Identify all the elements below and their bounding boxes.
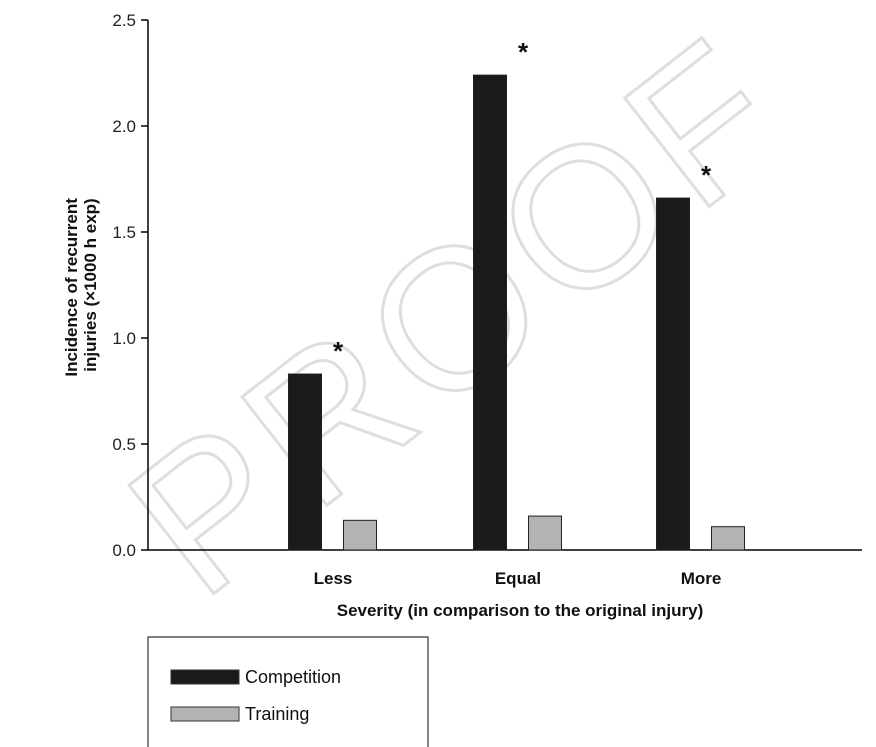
y-tick-label: 0.0 bbox=[112, 541, 136, 560]
x-tick-label-more: More bbox=[681, 569, 722, 588]
significance-markers: * * * bbox=[333, 37, 712, 366]
bar-competition-equal bbox=[473, 74, 507, 551]
y-tick-label: 0.5 bbox=[112, 435, 136, 454]
y-tick-label: 2.0 bbox=[112, 117, 136, 136]
bar-training-less bbox=[343, 519, 377, 551]
y-axis-title: Incidence of recurrent injuries (×1000 h… bbox=[62, 193, 100, 376]
x-axis-title: Severity (in comparison to the original … bbox=[337, 601, 704, 620]
bar-competition-more bbox=[656, 197, 690, 551]
y-tick-label: 1.0 bbox=[112, 329, 136, 348]
significance-star-equal: * bbox=[518, 37, 529, 67]
bars bbox=[288, 74, 745, 551]
y-axis-title-line-1: Incidence of recurrent bbox=[62, 198, 81, 377]
y-tick-label: 1.5 bbox=[112, 223, 136, 242]
x-tick-label-less: Less bbox=[314, 569, 353, 588]
y-tick-label: 2.5 bbox=[112, 11, 136, 30]
significance-star-less: * bbox=[333, 336, 344, 366]
y-axis-title-line-2: injuries (×1000 h exp) bbox=[81, 198, 100, 371]
legend: Competition Training bbox=[147, 636, 429, 747]
y-ticks: 0.0 0.5 1.0 1.5 2.0 2.5 bbox=[112, 11, 148, 560]
bar-training-more bbox=[711, 526, 745, 551]
significance-star-more: * bbox=[701, 160, 712, 190]
legend-label-training: Training bbox=[245, 704, 309, 724]
bar-competition-less bbox=[288, 373, 322, 551]
bar-training-equal bbox=[528, 515, 562, 551]
legend-label-competition: Competition bbox=[245, 667, 341, 687]
x-tick-label-equal: Equal bbox=[495, 569, 541, 588]
legend-swatch-competition bbox=[170, 669, 240, 685]
x-tick-labels: Less Equal More bbox=[314, 569, 722, 588]
legend-swatch-training bbox=[170, 706, 240, 722]
legend-box bbox=[147, 636, 429, 747]
